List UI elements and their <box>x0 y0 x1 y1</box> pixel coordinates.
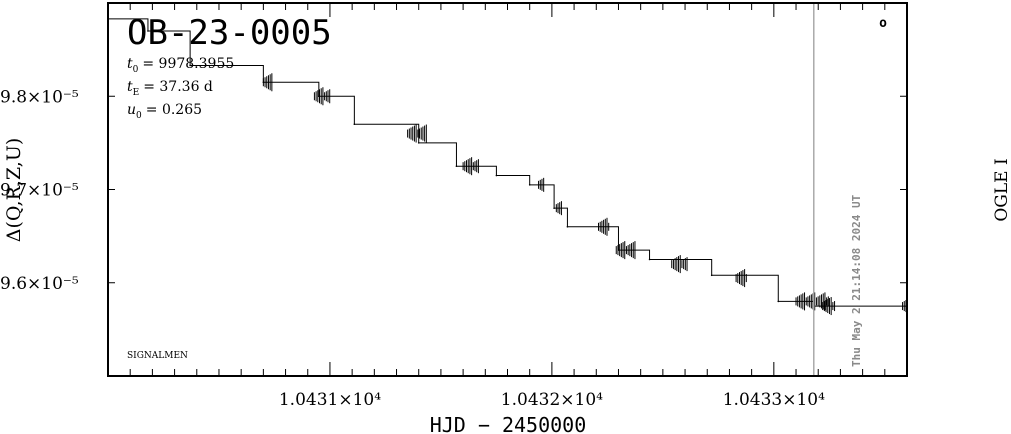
y-tick-label: 9.8×10⁻⁵ <box>0 87 79 107</box>
timestamp-label: Thu May 2 21:14:08 2024 UT <box>850 194 863 367</box>
step-point <box>566 226 569 228</box>
step-point <box>777 300 780 303</box>
step-point <box>189 64 191 67</box>
param-tE: tE = 37.36 d <box>127 79 213 98</box>
step-point <box>353 123 356 126</box>
plot-frame <box>107 2 908 377</box>
burst <box>313 87 331 106</box>
data-series <box>107 18 908 307</box>
x-tick-label: 1.0433×10⁴ <box>723 390 825 410</box>
burst <box>597 217 610 236</box>
x-tick-label: 1.0431×10⁴ <box>279 390 381 410</box>
x-ticks: 1.0431×10⁴ 1.0432×10⁴ 1.0433×10⁴ <box>107 3 908 410</box>
burst <box>538 177 545 192</box>
burst <box>555 201 562 216</box>
step-point <box>528 184 531 186</box>
burst <box>462 157 479 176</box>
step-point <box>553 207 555 209</box>
step-point <box>147 30 149 32</box>
chart-title: OB-23-0005 <box>127 13 332 53</box>
step-point <box>455 165 458 167</box>
burst <box>822 297 836 316</box>
burst <box>795 292 829 311</box>
burst <box>262 73 273 92</box>
side-label: OGLE I <box>992 158 1011 221</box>
param-u0: u0 = 0.265 <box>127 102 202 121</box>
x-axis-label: HJD − 2450000 <box>430 413 587 434</box>
step-curve <box>108 18 907 307</box>
step-point <box>417 142 420 144</box>
step-point <box>648 258 651 261</box>
burst <box>902 300 907 313</box>
y-axis-label: Δ(Q,R,Z,U) <box>3 138 25 242</box>
parameter-block: t0 = 9978.3955 tE = 37.36 d u0 = 0.265 <box>127 56 234 121</box>
step-point <box>495 174 498 177</box>
y-ticks: 9.8×10⁻⁵ 9.7×10⁻⁵ 9.6×10⁻⁵ <box>0 2 907 294</box>
burst <box>735 269 747 288</box>
legend-marker: o <box>879 16 887 31</box>
x-tick-label: 1.0432×10⁴ <box>501 390 603 410</box>
burst <box>671 255 688 274</box>
burst <box>615 241 636 260</box>
y-tick-label: 9.6×10⁻⁵ <box>0 274 79 294</box>
param-t0: t0 = 9978.3955 <box>127 56 234 75</box>
burst <box>407 124 427 143</box>
data-bursts <box>262 73 907 316</box>
y-tick-label: 9.7×10⁻⁵ <box>0 181 79 201</box>
step-point <box>710 274 713 277</box>
corner-label: SIGNALMEN <box>127 351 188 361</box>
